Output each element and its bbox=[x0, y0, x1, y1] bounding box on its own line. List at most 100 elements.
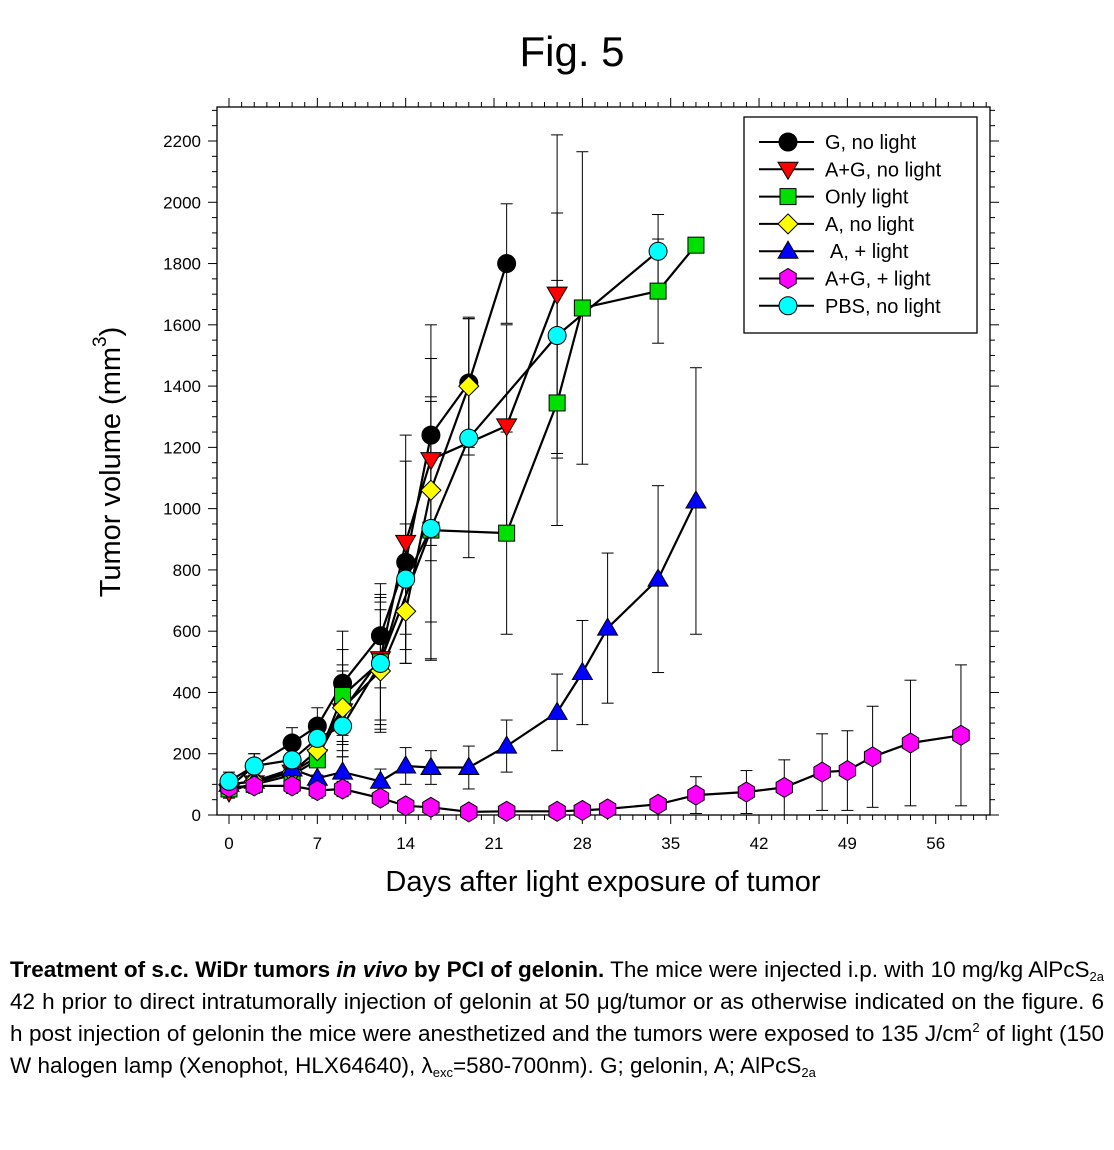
x-tick-label: 7 bbox=[313, 834, 322, 853]
y-axis-label-sup: 3 bbox=[90, 336, 111, 347]
data-point-g-no-light bbox=[421, 425, 441, 445]
legend-label-only-light: Only light bbox=[825, 187, 909, 209]
data-point-a-g-light bbox=[573, 799, 592, 821]
data-point-pbs-no-light bbox=[370, 653, 390, 673]
data-point-a-g-light bbox=[598, 798, 617, 820]
data-point-a-light bbox=[546, 701, 568, 720]
data-point-a-light bbox=[685, 489, 707, 509]
data-point-a-light bbox=[420, 756, 442, 776]
caption-text-3: of light (150 W halogen lamp (Xenophot, … bbox=[10, 1021, 1104, 1078]
legend-marker-only-light bbox=[779, 188, 797, 206]
data-point-a-no-light bbox=[420, 479, 442, 501]
x-tick-label: 56 bbox=[926, 834, 945, 853]
data-point-a-light bbox=[457, 756, 480, 776]
data-point-a-g-no-light bbox=[420, 452, 442, 471]
legend-marker-a-g-light bbox=[779, 267, 797, 290]
y-axis-label: Tumor volume (mm3) bbox=[90, 327, 127, 598]
data-point-a-g-light bbox=[245, 775, 263, 797]
data-point-pbs-no-light bbox=[244, 756, 264, 776]
data-point-only-light bbox=[498, 524, 516, 542]
data-point-g-no-light bbox=[396, 552, 416, 572]
x-tick-label: 28 bbox=[573, 834, 592, 853]
caption-sup-1: 2 bbox=[972, 1020, 980, 1035]
legend-marker-g-no-light bbox=[778, 132, 798, 152]
y-tick-label: 2000 bbox=[163, 193, 201, 212]
series-line-only-light bbox=[228, 244, 697, 791]
data-point-a-g-light bbox=[308, 779, 327, 802]
y-tick-label: 400 bbox=[173, 683, 201, 702]
series-line-pbs-no-light bbox=[228, 250, 659, 783]
data-point-g-no-light bbox=[497, 254, 517, 274]
data-point-pbs-no-light bbox=[547, 326, 567, 346]
data-point-only-light bbox=[548, 394, 566, 412]
legend-label-a-light: A, + light bbox=[830, 241, 909, 263]
legend-label-a-no-light: A, no light bbox=[825, 214, 914, 236]
data-point-a-light bbox=[647, 568, 669, 587]
caption-sub-3: 2a bbox=[801, 1065, 816, 1080]
data-point-a-light bbox=[331, 761, 354, 780]
series-line-g-no-light bbox=[228, 263, 508, 789]
chart: 0 7 14 21 28 35 42 49 56 0 200 400 600 800 1000 1200 140… bbox=[90, 98, 999, 898]
data-point-only-light bbox=[573, 299, 591, 317]
data-point-pbs-no-light bbox=[307, 728, 327, 748]
caption-bold-2: by PCI of gelonin. bbox=[407, 957, 605, 982]
legend-label-g-no-light: G, no light bbox=[825, 132, 917, 154]
data-point-a-light bbox=[495, 735, 518, 754]
data-point-a-light bbox=[394, 754, 417, 774]
data-point-a-g-light bbox=[422, 796, 440, 818]
data-point-a-g-light bbox=[497, 800, 516, 822]
legend-marker-a-no-light bbox=[777, 213, 799, 235]
data-point-a-g-no-light bbox=[546, 286, 568, 306]
caption-text-4: =580-700nm). G; gelonin, A; AlPcS bbox=[453, 1053, 802, 1078]
legend-marker-a-g-no-light bbox=[777, 161, 799, 181]
y-tick-label: 1800 bbox=[163, 255, 201, 274]
y-tick-label: 600 bbox=[173, 622, 201, 641]
y-tick-label: 1000 bbox=[163, 500, 201, 519]
data-point-a-g-no-light bbox=[495, 418, 518, 437]
y-tick-label: 200 bbox=[173, 745, 201, 764]
data-point-a-light bbox=[571, 661, 594, 681]
data-point-pbs-no-light bbox=[219, 771, 239, 791]
caption-sub-1: 2a bbox=[1089, 969, 1105, 984]
y-tick-label: 800 bbox=[173, 561, 201, 580]
x-tick-label: 0 bbox=[224, 834, 233, 853]
data-point-pbs-no-light bbox=[648, 241, 668, 261]
legend: G, no light A+G, no light Only light A, no … bbox=[743, 116, 978, 334]
data-point-a-g-light bbox=[901, 732, 920, 754]
legend-label-pbs-no-light: PBS, no light bbox=[825, 296, 941, 318]
data-point-a-g-light bbox=[813, 761, 831, 783]
data-point-g-no-light bbox=[282, 733, 302, 753]
data-point-a-g-light bbox=[397, 795, 415, 817]
caption-text-1: The mice were injected i.p. with 10 mg/k… bbox=[604, 957, 1090, 982]
x-axis-label: Days after light exposure of tumor bbox=[385, 866, 821, 898]
data-point-a-g-light bbox=[952, 724, 970, 746]
x-tick-label: 35 bbox=[661, 834, 680, 853]
data-point-a-g-light bbox=[863, 746, 882, 768]
legend-marker-pbs-no-light bbox=[778, 296, 798, 316]
caption-bold-1: Treatment of s.c. WiDr tumors bbox=[10, 957, 337, 982]
data-point-a-g-light bbox=[548, 800, 566, 822]
figure-title: Fig. 5 bbox=[519, 28, 625, 75]
series-line-a-g-light bbox=[228, 734, 962, 814]
data-point-only-light bbox=[687, 236, 705, 254]
x-tick-label: 21 bbox=[485, 834, 504, 853]
y-axis-label-main: Tumor volume (mm bbox=[95, 347, 127, 597]
data-point-a-light bbox=[596, 617, 619, 636]
data-point-a-g-light bbox=[371, 787, 390, 809]
caption-sub-2: exc bbox=[432, 1065, 453, 1080]
caption-bold-italic: in vivo bbox=[336, 957, 408, 982]
y-tick-label: 1200 bbox=[163, 438, 201, 457]
legend-label-a-g-light: A+G, + light bbox=[825, 269, 931, 291]
data-point-a-g-light bbox=[283, 775, 301, 797]
data-point-only-light bbox=[649, 282, 667, 300]
y-axis-label-close: ) bbox=[95, 327, 127, 337]
data-point-a-g-light bbox=[649, 793, 667, 815]
x-tick-label: 49 bbox=[838, 834, 857, 853]
data-point-pbs-no-light bbox=[421, 519, 441, 539]
x-tick-label: 14 bbox=[396, 834, 415, 853]
caption-text-2: 42 h prior to direct intratumorally inje… bbox=[10, 989, 1104, 1046]
legend-marker-a-light bbox=[777, 240, 799, 259]
data-point-a-g-light bbox=[460, 801, 478, 823]
data-point-a-g-light bbox=[838, 760, 857, 782]
data-point-pbs-no-light bbox=[282, 750, 302, 770]
